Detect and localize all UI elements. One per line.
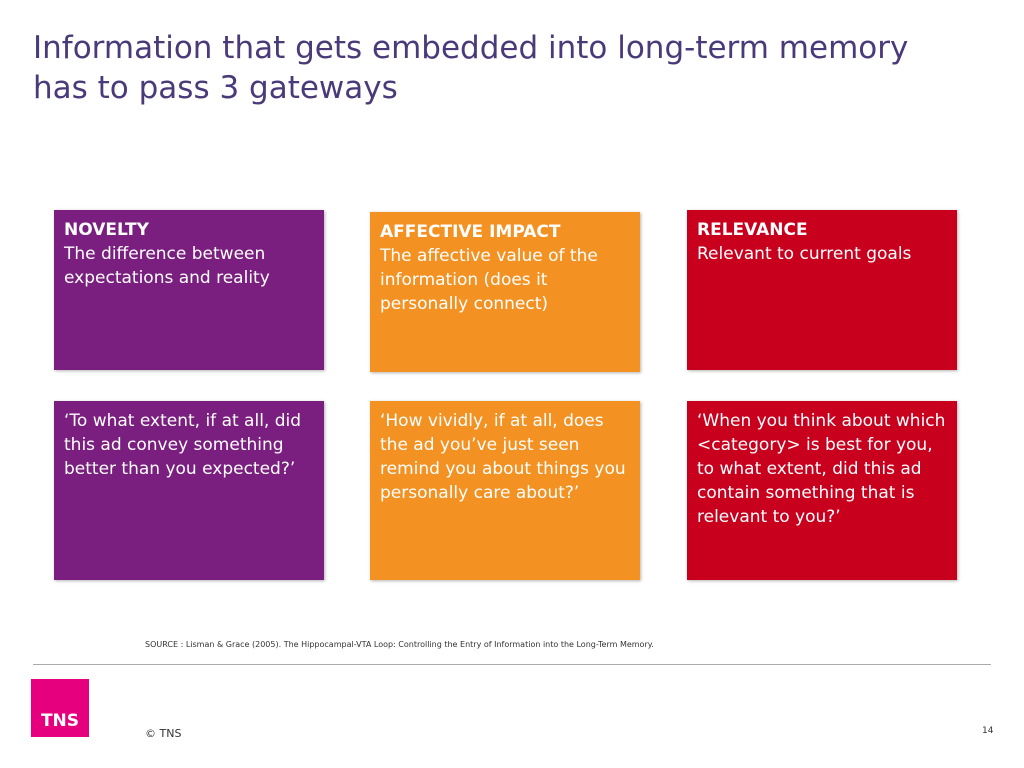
question-box: ‘When you think about which <category> i… <box>687 401 957 580</box>
gateway-heading: RELEVANCE <box>697 220 808 240</box>
gateway-heading: NOVELTY <box>64 220 149 240</box>
source: SOURCE : Lisman & Grace (2005). The Hipp… <box>145 640 654 649</box>
page-number: 14 <box>982 726 994 736</box>
title: Information that gets embedded into long… <box>33 30 909 106</box>
question-box: ‘To what extent, if at all, did this ad … <box>54 401 324 580</box>
gateway-description: The difference between expectations and … <box>64 244 270 288</box>
gateway-box: AFFECTIVE IMPACT The affective value of t… <box>370 212 640 372</box>
logo: TNS <box>31 679 89 737</box>
gateway-box: NOVELTY The difference between expectatio… <box>54 210 324 370</box>
gateway-description: Relevant to current goals <box>697 244 912 264</box>
gateway-heading: AFFECTIVE IMPACT <box>380 222 561 242</box>
question-box: ‘How vividly, if at all, does the ad you… <box>370 401 640 580</box>
divider <box>33 664 991 665</box>
gateway-box: RELEVANCE Relevant to current goals <box>687 210 957 370</box>
copyright: © TNS <box>145 727 182 740</box>
gateway-description: The affective value of the information (… <box>380 246 598 314</box>
